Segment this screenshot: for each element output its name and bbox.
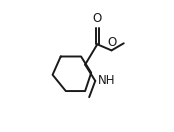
Text: NH: NH bbox=[98, 74, 115, 87]
Text: O: O bbox=[107, 36, 117, 49]
Text: O: O bbox=[93, 13, 102, 25]
